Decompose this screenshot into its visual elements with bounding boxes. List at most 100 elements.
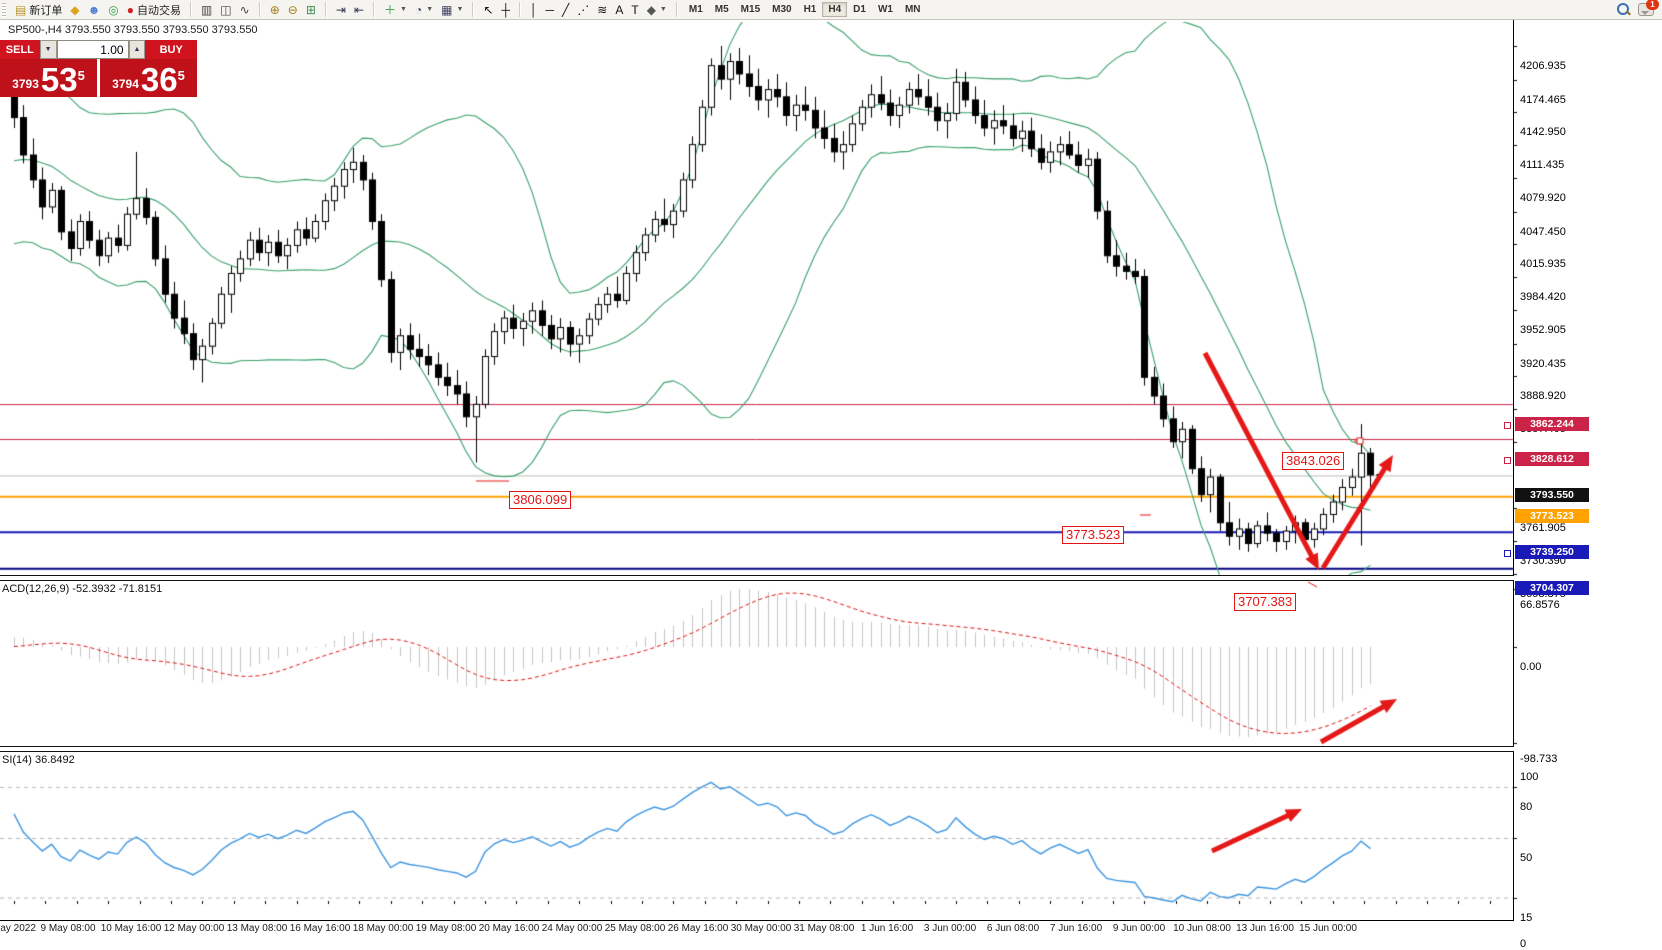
horizontal-line-button[interactable]: ─ [542,2,559,18]
rsi-panel-separator[interactable] [0,746,1514,752]
time-axis-label: 1 Jun 16:00 [860,923,914,934]
line-handle[interactable] [1504,422,1511,430]
toolbar-grip[interactable] [2,2,6,17]
trendline-icon: ╱ [562,2,570,17]
line-chart-button[interactable]: ∿ [236,2,254,18]
time-axis-label: 3 Jun 00:00 [923,923,977,934]
chart-shift-icon: ⇤ [353,2,365,17]
candlestick-chart-button[interactable]: ◫ [216,2,235,18]
time-axis-label: 16 May 16:00 [289,923,351,934]
buy-button[interactable]: BUY [145,40,197,59]
price-axis-tick: 4174.465 [1520,93,1566,106]
timeframe-button-M30[interactable]: M30 [772,4,792,15]
chart-shift-button[interactable]: ⇤ [350,2,368,18]
price-annotation[interactable]: 3707.383 [1234,593,1297,611]
arrows-button[interactable]: ◆ ▼ [643,2,671,18]
chart-canvas[interactable] [0,20,1662,935]
time-axis-label: 10 May 16:00 [100,923,162,934]
price-line-badge: 3828.612 [1515,452,1589,467]
chevron-down-icon: ▼ [426,6,434,13]
sell-price-display[interactable]: 3793 53 5 [0,59,97,97]
line-handle[interactable] [1504,457,1511,465]
equidistant-channel-icon: ⋰ [577,2,590,17]
price-annotation[interactable]: 3843.026 [1282,452,1345,470]
timeframe-button-W1[interactable]: W1 [877,4,893,15]
periods-icon: ◔ [414,2,423,17]
text-button[interactable]: A [611,2,627,18]
macd-axis-tick: 0.00 [1520,661,1542,673]
lot-increase-button[interactable]: ▲ [128,40,146,59]
macd-indicator-label: ACD(12,26,9) -52.3932 -71.8151 [2,583,163,595]
auto-trading-button-label: 自动交易 [136,4,181,17]
signals-icon[interactable]: ◎ [104,2,122,18]
zoom-in-button[interactable]: ⊕ [266,2,284,18]
fibonacci-button[interactable]: ≋ [593,2,611,18]
horizontal-line-icon: ─ [545,2,555,17]
timeframe-toolbar: M1 M5 M15 M30 H1 H4 D1 W1 MN [680,0,930,19]
buy-price-display[interactable]: 3794 36 5 [100,59,197,97]
timeframe-button-M15[interactable]: M15 [740,4,761,15]
tile-windows-button[interactable]: ⊞ [302,2,320,18]
search-icon[interactable] [1617,3,1631,16]
vertical-line-button[interactable]: │ [526,2,542,18]
chart-title: SP500-,H4 3793.550 3793.550 3793.550 379… [8,24,258,36]
cursor-button[interactable]: ↖ [479,2,497,18]
time-axis-label: 18 May 00:00 [352,923,414,934]
crosshair-button[interactable]: ┼ [498,2,515,18]
new-order-button[interactable]: ▤ 新订单 [11,0,66,20]
lot-size-input[interactable] [56,40,129,59]
time-axis-label: 7 Jun 16:00 [1049,923,1103,934]
time-axis-label: 12 May 00:00 [163,923,225,934]
timeframe-button-M5[interactable]: M5 [714,4,729,15]
buy-price-sup: 5 [177,68,185,83]
toolbar-separator [324,2,327,17]
auto-scroll-button[interactable]: ⇥ [332,2,350,18]
price-line-badge: 3739.250 [1515,544,1589,559]
time-axis-label: 6 Jun 08:00 [986,923,1040,934]
auto-scroll-icon: ⇥ [335,2,346,17]
templates-button[interactable]: ▦ ▼ [437,2,467,18]
label-button[interactable]: T [627,2,642,18]
macd-panel-separator[interactable] [0,575,1514,581]
zoom-out-button[interactable]: ⊖ [284,2,302,18]
price-annotation[interactable]: 3773.523 [1062,526,1125,544]
time-axis-label: 9 May 08:00 [40,923,96,934]
equidistant-channel-button[interactable]: ⋰ [573,2,593,18]
price-annotation[interactable]: 3806.099 [509,491,572,509]
zoom-out-icon: ⊖ [287,2,298,17]
history-center-icon[interactable]: ◆ [66,2,83,18]
lot-decrease-button[interactable]: ▼ [39,40,57,59]
timeframe-button-H4[interactable]: H4 [822,2,848,17]
indicators-button[interactable]: ＋ ▼ [380,2,411,18]
price-axis-tick: 3920.435 [1520,357,1566,370]
periods-button[interactable]: ◔ ▼ [411,2,437,18]
price-axis-tick: 3984.420 [1520,291,1566,304]
bar-chart-icon: ▥ [200,2,213,17]
candlestick-chart-icon: ◫ [220,2,232,17]
text-icon: A [615,2,624,17]
timeframe-button-MN[interactable]: MN [904,4,921,15]
label-icon: T [631,2,639,17]
auto-trading-button[interactable]: ● 自动交易 [123,0,185,20]
rsi-indicator-label: SI(14) 36.8492 [2,754,75,766]
timeframe-button-D1[interactable]: D1 [853,4,866,15]
time-axis-label: 10 Jun 08:00 [1173,923,1231,934]
price-line-badge: 3704.307 [1515,581,1589,596]
timeframe-button-M1[interactable]: M1 [688,4,703,15]
chart-window: SP500-,H4 3793.550 3793.550 3793.550 379… [0,20,1662,950]
time-axis-label: 15 Jun 00:00 [1299,923,1357,934]
market-watch-icon[interactable]: ☻ [84,2,105,18]
sell-button[interactable]: SELL [0,40,40,59]
timeframe-button-H1[interactable]: H1 [803,4,817,15]
cursor-icon: ↖ [483,2,494,17]
time-axis-label: 20 May 16:00 [478,923,540,934]
notification-badge: 1 [1646,0,1659,10]
new-order-button-label: 新订单 [29,4,63,17]
time-axis-label: 19 May 08:00 [415,923,477,934]
notifications-icon[interactable]: 1 [1638,0,1659,16]
line-handle[interactable] [1504,549,1511,557]
main-toolbar: ▤ 新订单 ◆ ☻ ◎ ● 自动交易 ▥ ◫ ∿ ⊕ ⊖ ⊞ ⇥ ⇤ ＋ ▼ ◔ ▼ ▦ ▼ ↖ ┼ │ ─ ╱ ⋰ ≋ A T ◆ ▼ M1… [0,0,1662,20]
bar-chart-button[interactable]: ▥ [197,2,216,18]
trendline-button[interactable]: ╱ [558,2,573,18]
toolbar-separator [258,2,261,17]
